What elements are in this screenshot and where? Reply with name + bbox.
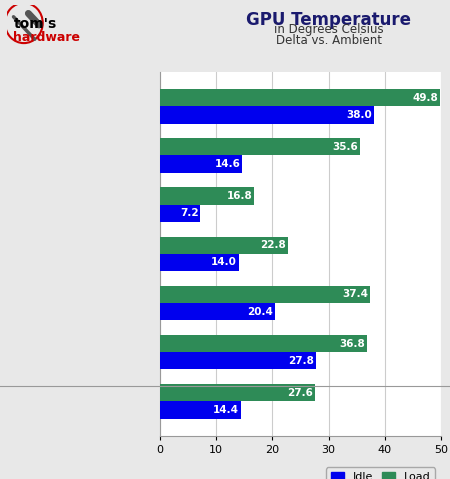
Bar: [160, 156, 242, 173]
Bar: [160, 335, 367, 352]
Text: 14.6: 14.6: [214, 159, 240, 169]
Text: 22.8: 22.8: [261, 240, 286, 250]
Bar: [160, 384, 315, 401]
Text: Delta vs. Ambient: Delta vs. Ambient: [275, 34, 382, 46]
Bar: [160, 286, 370, 303]
Bar: [160, 237, 288, 254]
Text: 16.8: 16.8: [227, 191, 252, 201]
Text: 27.6: 27.6: [288, 388, 313, 398]
Text: hardware: hardware: [14, 31, 81, 44]
Bar: [160, 138, 360, 156]
Bar: [160, 352, 316, 369]
Bar: [160, 303, 274, 320]
Text: 20.4: 20.4: [247, 307, 273, 317]
Bar: [160, 401, 241, 419]
Text: 49.8: 49.8: [413, 92, 438, 103]
Bar: [160, 205, 200, 222]
Text: 37.4: 37.4: [342, 289, 369, 299]
Bar: [160, 254, 238, 271]
Text: 35.6: 35.6: [333, 142, 358, 152]
Text: 36.8: 36.8: [339, 339, 365, 349]
Text: 27.8: 27.8: [288, 356, 315, 366]
Text: GPU Temperature: GPU Temperature: [246, 11, 411, 29]
Text: 14.0: 14.0: [211, 258, 237, 267]
Bar: [160, 106, 374, 124]
Text: in Degrees Celsius: in Degrees Celsius: [274, 23, 383, 36]
Text: 7.2: 7.2: [180, 208, 198, 218]
Text: tom's: tom's: [14, 17, 57, 31]
Bar: [160, 89, 440, 106]
Text: 14.4: 14.4: [213, 405, 239, 415]
Text: 38.0: 38.0: [346, 110, 372, 120]
Bar: [160, 187, 254, 205]
Legend: Idle, Load: Idle, Load: [326, 468, 436, 479]
